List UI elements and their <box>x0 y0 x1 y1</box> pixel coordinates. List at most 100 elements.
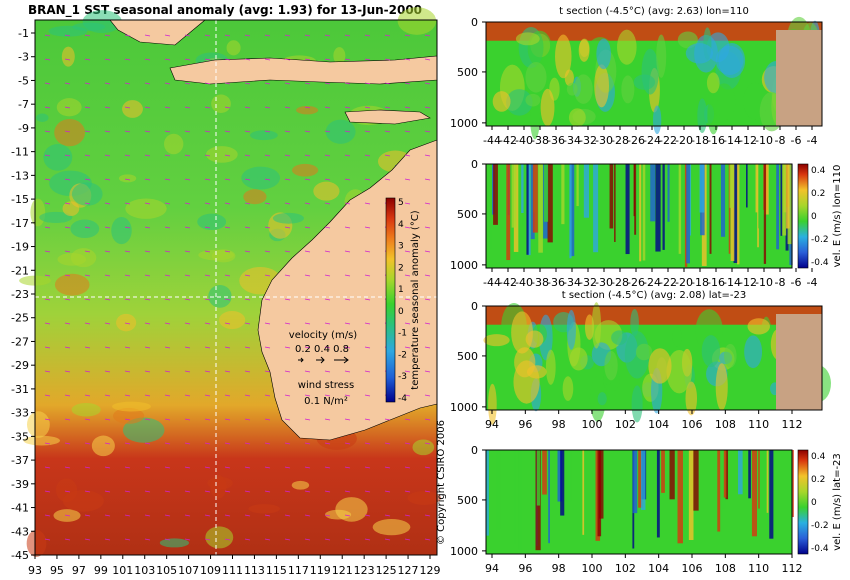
velocity-arrow <box>44 226 51 229</box>
velocity-legend-title: velocity (m/s) <box>289 330 357 341</box>
section-velocity-stripe <box>569 164 575 257</box>
section-x-tick-label: 96 <box>518 418 532 431</box>
section-y-tick-label: 0 <box>471 16 478 29</box>
map-x-tick-label: 127 <box>398 564 419 577</box>
section-x-tick-label: -44 <box>483 134 501 147</box>
velocity-arrow <box>44 490 51 493</box>
velocity-arrow <box>104 178 111 181</box>
velocity-arrow <box>404 106 411 109</box>
section-cell <box>596 38 611 70</box>
section-cell <box>648 348 672 384</box>
velocity-arrow <box>304 226 311 229</box>
velocity-arrow <box>64 322 71 325</box>
section-velocity-stripe <box>493 164 498 225</box>
velocity-arrow <box>244 322 251 325</box>
section-x-tick-label: 102 <box>615 562 636 575</box>
velocity-arrow <box>204 274 211 277</box>
map-blob <box>56 98 82 117</box>
map-colorbar-tick-label: 4 <box>398 220 404 230</box>
velocity-arrow <box>244 250 251 253</box>
section-cell <box>506 89 533 116</box>
velocity-arrow <box>384 82 391 85</box>
section-velocity-stripe <box>730 164 735 261</box>
velocity-arrow <box>44 538 51 541</box>
map-blob <box>70 219 100 239</box>
velocity-arrow <box>344 274 351 277</box>
velocity-arrow <box>164 250 171 253</box>
velocity-arrow <box>124 322 131 325</box>
velocity-arrow <box>144 514 151 517</box>
velocity-arrow <box>264 130 271 133</box>
section-velocity-stripe <box>684 450 689 544</box>
map-blob <box>54 118 86 147</box>
section-cell <box>701 335 721 368</box>
velocity-arrow <box>284 538 291 541</box>
velocity-arrow <box>284 106 291 109</box>
map-y-tick-label: -15 <box>11 193 29 206</box>
velocity-arrow <box>404 394 411 397</box>
velocity-arrow <box>224 538 231 541</box>
section-velocity-stripe <box>729 164 734 208</box>
velocity-arrow <box>324 226 331 229</box>
section-x-tick-label: 98 <box>552 418 566 431</box>
velocity-arrow <box>124 442 131 445</box>
section-velocity-stripe <box>486 450 489 536</box>
velocity-arrow <box>344 250 351 253</box>
velocity-arrow <box>304 394 311 397</box>
velocity-arrow <box>144 106 151 109</box>
map-blob <box>71 182 103 206</box>
section-y-tick-label: 0 <box>471 158 478 171</box>
map-y-tick-label: -19 <box>11 241 29 254</box>
section-cell <box>744 335 763 369</box>
map-y-tick-label: -7 <box>18 98 29 111</box>
section-velocity-stripe <box>560 450 565 516</box>
velocity-arrow <box>264 346 271 349</box>
velocity-arrow <box>64 58 71 61</box>
section-velocity-stripe <box>634 164 637 235</box>
velocity-arrow <box>144 298 151 301</box>
velocity-arrow <box>244 82 251 85</box>
map-blob <box>248 504 281 514</box>
velocity-arrow <box>344 298 351 301</box>
velocity-arrow <box>104 346 111 349</box>
velocity-arrow <box>264 154 271 157</box>
velocity-arrow <box>224 346 231 349</box>
velocity-arrow <box>244 394 251 397</box>
map-y-tick-label: -29 <box>11 359 29 372</box>
section-velocity-stripe <box>677 450 683 544</box>
section-velocity-stripe <box>769 450 774 539</box>
section-frame <box>485 21 823 127</box>
velocity-arrow <box>324 346 331 349</box>
velocity-arrow <box>244 346 251 349</box>
velocity-arrow <box>204 442 211 445</box>
section-cell <box>483 334 510 347</box>
velocity-arrow <box>64 178 71 181</box>
section-x-tick-label: 94 <box>485 418 499 431</box>
section-velocity-stripe <box>526 164 529 255</box>
map-blob <box>313 181 340 201</box>
velocity-arrow <box>384 490 391 493</box>
section-colorbar <box>797 449 809 555</box>
map-x-tick-label: 113 <box>244 564 265 577</box>
velocity-arrow <box>404 418 411 421</box>
section-cell <box>712 83 736 121</box>
velocity-arrow <box>164 466 171 469</box>
velocity-arrow <box>424 130 431 133</box>
velocity-arrow <box>64 82 71 85</box>
velocity-arrow <box>324 490 331 493</box>
section-velocity-stripe <box>689 164 692 236</box>
map-colorbar-tick-label: -1 <box>398 329 407 339</box>
velocity-arrow <box>184 106 191 109</box>
velocity-arrow <box>204 490 211 493</box>
velocity-arrow <box>364 82 371 85</box>
velocity-arrow <box>124 418 131 421</box>
velocity-arrow <box>104 466 111 469</box>
velocity-arrow <box>264 370 271 373</box>
velocity-arrow <box>244 418 251 421</box>
velocity-arrow <box>424 274 431 277</box>
velocity-arrow <box>304 82 311 85</box>
velocity-arrow <box>304 274 311 277</box>
velocity-arrow <box>104 82 111 85</box>
section-x-tick-label: -10 <box>755 134 773 147</box>
velocity-arrow <box>304 466 311 469</box>
